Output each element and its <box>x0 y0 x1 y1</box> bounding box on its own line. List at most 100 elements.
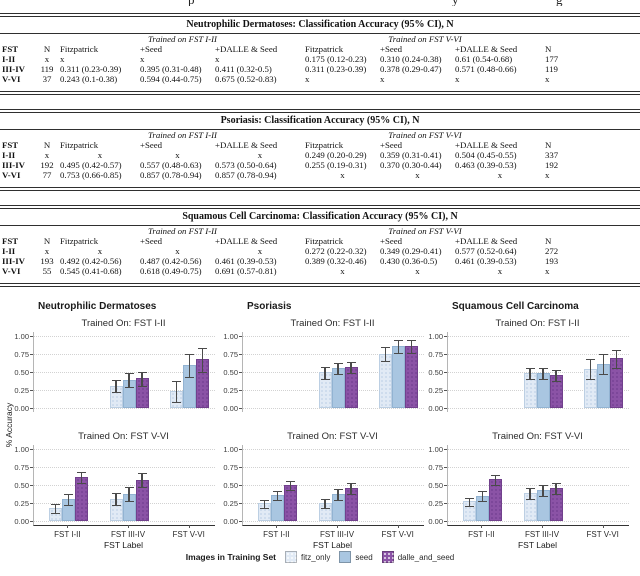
error-bar-stem <box>324 499 326 509</box>
axis-tick-label: 0.50 <box>14 480 29 490</box>
gridline <box>243 336 424 337</box>
column-header: +DALLE & Seed <box>215 44 278 54</box>
table-cell: 192 <box>40 160 54 170</box>
table-cell: 37 <box>42 74 52 84</box>
error-bar <box>76 472 86 485</box>
legend-swatch <box>285 551 297 563</box>
table-cell: III-IV <box>2 256 25 266</box>
x-axis-label: FST Label <box>103 540 144 550</box>
bar <box>549 374 563 408</box>
axis-tick-label: 0.75 <box>428 349 443 359</box>
error-bar-stem <box>128 488 130 502</box>
column-header: N <box>545 236 552 246</box>
x-tick-label: FST III-IV <box>524 530 560 539</box>
chart-title: Neutrophilic Dermatoses <box>38 301 157 312</box>
gridline <box>34 521 215 522</box>
x-tick-mark <box>337 525 339 528</box>
axis-tick-label: 1.00 <box>14 331 29 341</box>
legend-label: fitz_only <box>301 552 331 562</box>
gridline <box>243 408 424 409</box>
bar <box>74 477 88 521</box>
error-bar <box>407 340 417 354</box>
bar <box>523 492 537 521</box>
cropped-caption-fragment: p <box>188 0 195 6</box>
error-bar-stem <box>337 490 339 501</box>
x-tick-mark <box>542 525 544 528</box>
column-header: Fitzpatrick <box>60 44 99 54</box>
axis-tick-label: 0.00 <box>14 516 29 526</box>
x-tick-mark <box>276 525 278 528</box>
y-tick-mark <box>444 521 447 522</box>
y-tick-mark <box>444 390 447 391</box>
bar <box>318 372 332 408</box>
table-cell: x <box>545 170 550 180</box>
table-cell: x <box>215 54 220 64</box>
table-cell: 119 <box>545 64 558 74</box>
bar <box>135 378 149 408</box>
x-tick-mark <box>67 525 69 528</box>
bar <box>283 484 297 521</box>
legend-label: dalle_and_seed <box>397 552 455 562</box>
axis-tick-label: 1.00 <box>428 444 443 454</box>
table-bottom-rule <box>0 283 640 287</box>
error-bar-stem <box>494 475 497 485</box>
error-bar-stem <box>115 380 117 393</box>
table-cell: x <box>455 74 460 84</box>
column-header: Fitzpatrick <box>305 44 344 54</box>
group-header: Trained on FST I-II <box>148 34 217 44</box>
table-grid: Trained on FST I-II Trained on FST V-VI FS… <box>0 34 640 84</box>
gridline <box>448 372 629 373</box>
table-grid: Trained on FST I-II Trained on FST V-VI FS… <box>0 226 640 276</box>
bar <box>488 479 502 521</box>
table-cell: x <box>415 170 420 180</box>
table-top-rule <box>0 205 640 209</box>
table-cell: 0.310 (0.24-0.38) <box>380 54 442 64</box>
y-tick-mark <box>239 372 242 373</box>
y-tick-mark <box>30 449 33 450</box>
table-row: III-IV 192 0.495 (0.42-0.57) 0.557 (0.48-0.… <box>0 160 640 170</box>
x-tick-mark <box>397 525 399 528</box>
chart-panel <box>33 332 215 412</box>
table-cell: 0.389 (0.32-0.46) <box>305 256 367 266</box>
table-cell: 0.753 (0.66-0.85) <box>60 170 122 180</box>
x-axis-label: FST Label <box>517 540 558 550</box>
table-bottom-rule <box>0 91 640 95</box>
error-bar <box>381 346 391 363</box>
table-cell: III-IV <box>2 64 25 74</box>
gridline <box>34 408 215 409</box>
gridline <box>448 521 629 522</box>
table-cell: V-VI <box>2 74 21 84</box>
error-bar-stem <box>141 373 143 386</box>
error-bar <box>394 340 404 354</box>
error-bar-stem <box>115 493 117 506</box>
axis-tick-label: 0.25 <box>223 385 238 395</box>
error-bar-stem <box>468 498 471 507</box>
bar <box>392 346 406 408</box>
column-header: +Seed <box>140 236 163 246</box>
error-bar <box>477 491 487 503</box>
column-header: FST <box>2 140 19 150</box>
table-cell: x <box>545 266 550 276</box>
table-cell: 0.857 (0.78-0.94) <box>140 170 202 180</box>
bar <box>379 353 393 408</box>
error-bar <box>333 489 343 502</box>
table-cell: I-II <box>2 54 16 64</box>
axis-tick-label: 0.00 <box>223 516 238 526</box>
table-cell: 0.411 (0.32-0.5) <box>215 64 272 74</box>
column-header: N <box>545 140 552 150</box>
gridline <box>34 449 215 450</box>
table-cell: 0.573 (0.50-0.64) <box>215 160 277 170</box>
error-bar <box>137 473 147 489</box>
group-header: Trained on FST V-VI <box>388 34 462 44</box>
bar <box>344 487 358 521</box>
axis-tick-label: 0.00 <box>14 403 29 413</box>
facet-title: Trained On: FST I-II <box>495 318 580 329</box>
table-top-rule <box>0 13 640 17</box>
error-bar-stem <box>589 360 592 380</box>
table-cell: x <box>545 74 550 84</box>
axis-tick-label: 0.75 <box>14 349 29 359</box>
gridline <box>34 485 215 486</box>
table-row: I-II x x x x 0.272 (0.22-0.32) 0.349 (0.29-0.4… <box>0 246 640 256</box>
column-header: +DALLE & Seed <box>455 44 518 54</box>
